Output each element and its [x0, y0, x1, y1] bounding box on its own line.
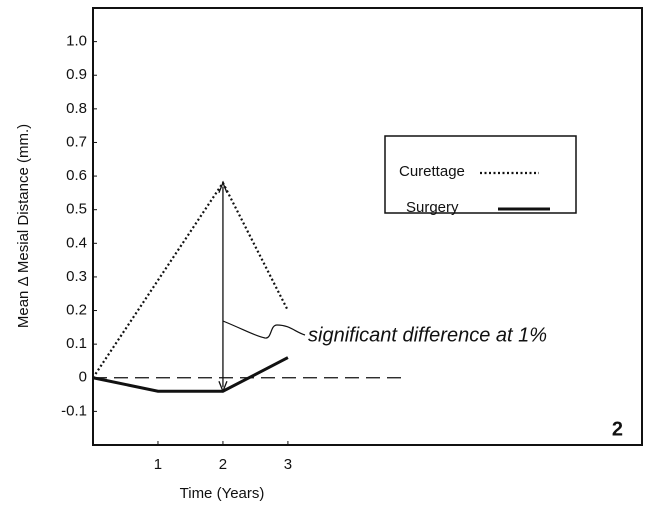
- annotation-leader: [222, 320, 306, 339]
- y-tick-label: 0.3: [66, 268, 87, 285]
- legend-label: Surgery: [406, 199, 459, 216]
- plot-frame: [92, 7, 643, 446]
- legend: [384, 135, 577, 214]
- arrow-head: [218, 380, 228, 393]
- arrow-head: [218, 181, 228, 194]
- y-tick-label: 0.4: [66, 234, 87, 251]
- series-line: [92, 180, 289, 379]
- y-tick-label: 0.8: [66, 100, 87, 117]
- x-tick-label: 3: [284, 456, 292, 473]
- x-tick-label: 1: [154, 456, 162, 473]
- series-line: [92, 356, 289, 393]
- y-tick-label: 1.0: [66, 33, 87, 50]
- y-tick-label: 0.1: [66, 335, 87, 352]
- y-tick-label: -0.1: [61, 402, 87, 419]
- figure-label: 2: [612, 418, 623, 440]
- annotation: significant difference at 1%: [308, 324, 547, 346]
- y-tick-label: 0: [79, 369, 87, 386]
- x-tick-label: 2: [219, 456, 227, 473]
- legend-label: Curettage: [399, 163, 465, 180]
- y-tick-label: 0.7: [66, 133, 87, 150]
- y-tick-label: 0.9: [66, 66, 87, 83]
- y-tick-label: 0.6: [66, 167, 87, 184]
- y-tick-label: 0.5: [66, 201, 87, 218]
- x-axis-label: Time (Years): [180, 485, 265, 502]
- y-tick-label: 0.2: [66, 302, 87, 319]
- y-axis-label: Mean Δ Mesial Distance (mm.): [15, 124, 32, 328]
